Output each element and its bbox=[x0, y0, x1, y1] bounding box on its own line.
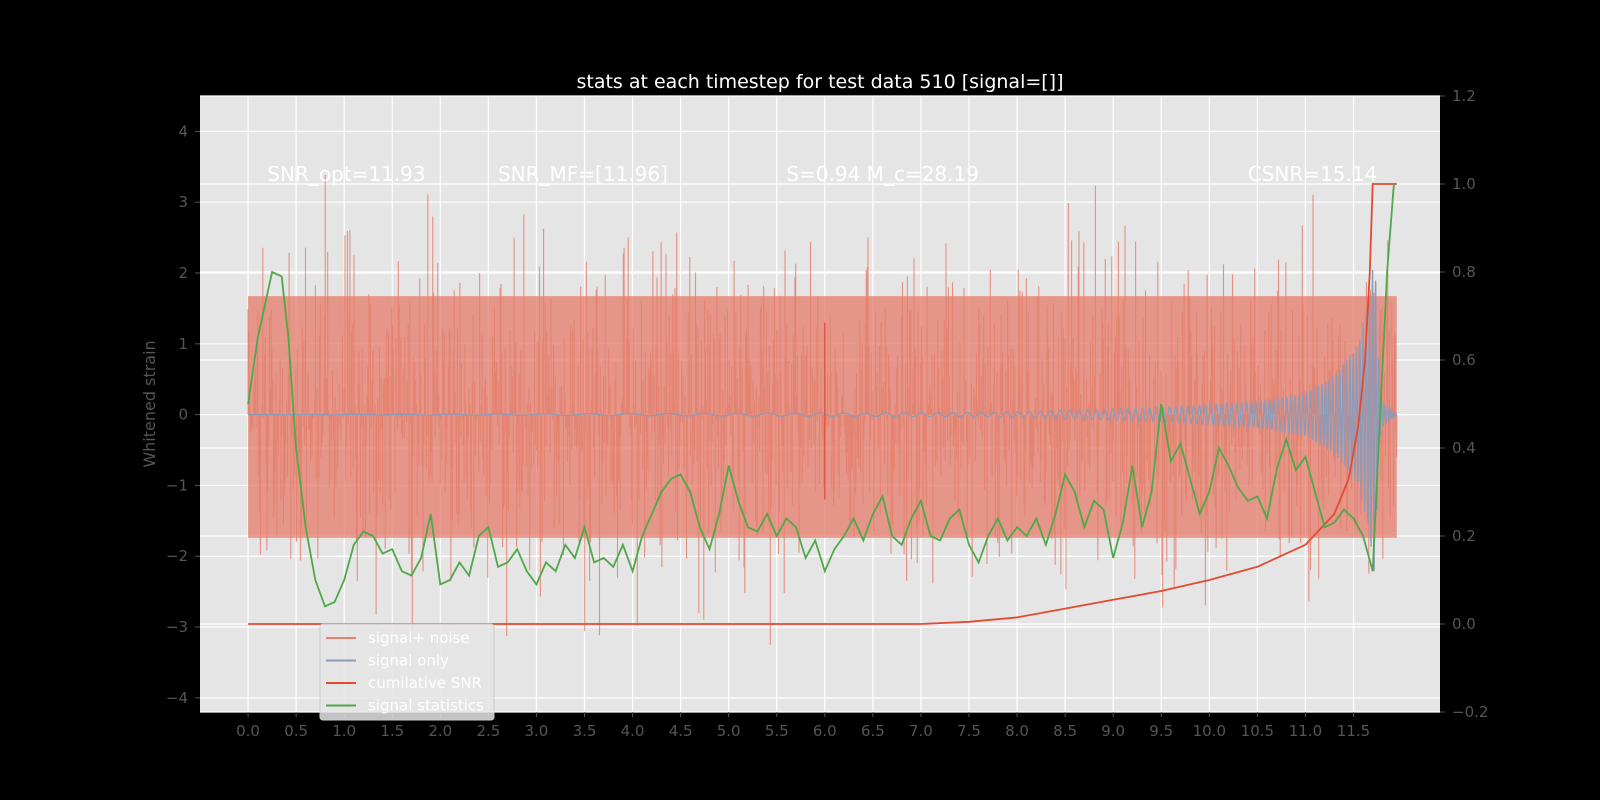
x-tick-label: 1.5 bbox=[380, 722, 404, 740]
y-tick-label: 1 bbox=[178, 335, 188, 353]
x-tick-label: 4.0 bbox=[621, 722, 645, 740]
x-tick-label: 9.0 bbox=[1101, 722, 1125, 740]
cumulative-snr-line bbox=[248, 183, 1397, 625]
x-tick-label: 2.0 bbox=[428, 722, 452, 740]
x-tick-label: 3.0 bbox=[525, 722, 549, 740]
x-tick-label: 1.0 bbox=[332, 722, 356, 740]
y2-tick-label: 0.8 bbox=[1452, 263, 1476, 281]
y2-tick-label: 0.6 bbox=[1452, 351, 1476, 369]
annotation-text: SNR_opt=11.93 bbox=[267, 162, 425, 186]
annotation-text: CSNR=15.14 bbox=[1248, 162, 1378, 186]
chart-title: stats at each timestep for test data 510… bbox=[576, 71, 1063, 93]
legend-label: signal+ noise bbox=[368, 629, 470, 647]
x-tick-label: 4.5 bbox=[669, 722, 693, 740]
y2-tick-label: 0.0 bbox=[1452, 615, 1476, 633]
x-tick-label: 0.0 bbox=[236, 722, 260, 740]
y-tick-label: 2 bbox=[178, 264, 188, 282]
x-tick-label: 0.5 bbox=[284, 722, 308, 740]
legend[interactable]: signal+ noise signal only cumilative SNR si… bbox=[319, 623, 495, 721]
y-tick-label: 3 bbox=[178, 193, 188, 211]
y-tick-label: −4 bbox=[166, 689, 188, 707]
x-tick-label: 3.5 bbox=[573, 722, 597, 740]
legend-label: signal only bbox=[368, 652, 449, 670]
x-tick-label: 10.5 bbox=[1241, 722, 1274, 740]
x-tick-label: 6.5 bbox=[861, 722, 885, 740]
y2-tick-label: −0.2 bbox=[1452, 703, 1488, 721]
x-tick-label: 2.5 bbox=[476, 722, 500, 740]
x-tick-label: 11.5 bbox=[1337, 722, 1370, 740]
signal-statistics-line bbox=[247, 183, 1395, 608]
y2-tick-label: 1.0 bbox=[1452, 175, 1476, 193]
x-tick-label: 5.5 bbox=[765, 722, 789, 740]
axes: 0.0 0.5 1.0 1.5 2.0 2.5 3.0 3.5 4.0 4.5 5.0 5.5 6.0 6… bbox=[166, 87, 1489, 740]
signal-only-line bbox=[248, 269, 1398, 572]
x-tick-label: 6.0 bbox=[813, 722, 837, 740]
legend-item[interactable]: cumilative SNR bbox=[326, 674, 482, 692]
annotation-text: S=0.94 M_c=28.19 bbox=[786, 162, 979, 186]
x-tick-label: 8.5 bbox=[1053, 722, 1077, 740]
y2-tick-label: 1.2 bbox=[1452, 87, 1476, 105]
y-tick-label: −1 bbox=[166, 476, 188, 494]
y-axis-label: Whitened strain bbox=[140, 340, 159, 467]
x-tick-label: 7.5 bbox=[957, 722, 981, 740]
y2-tick-label: 0.4 bbox=[1452, 439, 1476, 457]
legend-item[interactable]: signal+ noise bbox=[326, 629, 470, 647]
legend-label: signal statistics bbox=[368, 697, 484, 715]
legend-item[interactable]: signal statistics bbox=[326, 697, 484, 715]
x-tick-label: 5.0 bbox=[717, 722, 741, 740]
y-tick-label: 4 bbox=[178, 122, 188, 140]
legend-box bbox=[319, 623, 495, 721]
x-tick-label: 11.0 bbox=[1289, 722, 1322, 740]
x-tick-label: 10.0 bbox=[1193, 722, 1226, 740]
y-tick-label: −2 bbox=[166, 547, 188, 565]
x-tick-label: 9.5 bbox=[1149, 722, 1173, 740]
annotation-text: SNR_MF=[11.96] bbox=[498, 162, 668, 186]
y-tick-label: −3 bbox=[166, 618, 188, 636]
x-tick-label: 8.0 bbox=[1005, 722, 1029, 740]
signal-noise-line bbox=[247, 175, 1398, 645]
y-tick-label: 0 bbox=[178, 406, 188, 424]
x-tick-label: 7.0 bbox=[909, 722, 933, 740]
annotations: SNR_opt=11.93 SNR_MF=[11.96] S=0.94 M_c=28… bbox=[267, 162, 1377, 186]
legend-label: cumilative SNR bbox=[368, 674, 482, 692]
y2-tick-label: 0.2 bbox=[1452, 527, 1476, 545]
legend-item[interactable]: signal only bbox=[326, 652, 449, 670]
series-layer bbox=[247, 175, 1398, 645]
